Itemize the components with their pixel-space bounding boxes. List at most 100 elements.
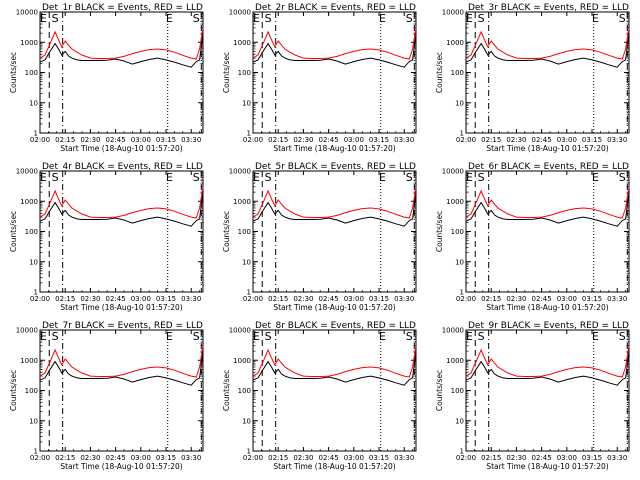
x-tick-label: 02:15: [55, 295, 75, 303]
x-tick-label: 02:15: [481, 136, 501, 144]
chart-panel-8: Det_8r BLACK = Events, RED = LLD 1 10 100 10…: [222, 321, 417, 471]
series-line-lld: [39, 27, 204, 60]
y-tick-label: 1000: [20, 198, 38, 206]
y-tick-label: 1: [34, 448, 38, 456]
x-tick-label: 02:00: [243, 295, 263, 303]
x-tick-label: 02:45: [106, 295, 126, 303]
chart-panel-3: Det_3r BLACK = Events, RED = LLD 1 10 100 10…: [435, 3, 630, 153]
y-tick-label: 10000: [229, 9, 251, 17]
x-tick-label: 03:15: [156, 454, 176, 462]
y-tick-label: 1000: [446, 357, 464, 365]
x-tick-label: 02:30: [80, 136, 100, 144]
chart-panel-9: Det_9r BLACK = Events, RED = LLD 1 10 100 10…: [435, 321, 630, 471]
x-axis-label: Start Time (18-Aug-10 01:57:20): [486, 462, 608, 471]
x-tick-label: 02:45: [319, 454, 339, 462]
flag-letter: E: [40, 330, 47, 343]
plot-frame: [465, 170, 630, 293]
plot-frame: [252, 329, 417, 452]
x-tick-label: 02:30: [293, 454, 313, 462]
x-tick-label: 03:00: [131, 136, 151, 144]
series-line-lld: [465, 345, 630, 378]
x-axis-label: Start Time (18-Aug-10 01:57:20): [273, 303, 395, 312]
y-axis-label: Counts/sec: [9, 52, 18, 93]
x-tick-label: 03:00: [557, 454, 577, 462]
flag-letter: S: [193, 171, 200, 184]
chart-panel-7: Det_7r BLACK = Events, RED = LLD 1 10 100 10…: [9, 321, 204, 471]
flag-letter: S: [406, 12, 413, 25]
y-tick-label: 10000: [442, 9, 464, 17]
x-tick-label: 02:15: [268, 295, 288, 303]
y-tick-label: 1: [34, 130, 38, 138]
flag-letter: S: [406, 171, 413, 184]
x-tick-label: 02:45: [319, 136, 339, 144]
x-tick-label: 02:30: [506, 454, 526, 462]
plot-frame: [39, 329, 204, 452]
y-tick-label: 10: [455, 417, 464, 425]
y-tick-label: 1: [247, 289, 251, 297]
x-tick-label: 02:00: [243, 454, 263, 462]
x-tick-label: 03:00: [557, 295, 577, 303]
y-tick-label: 100: [238, 69, 251, 77]
x-tick-label: 02:15: [55, 136, 75, 144]
chart-panel-4: Det_4r BLACK = Events, RED = LLD 1 10 100 10…: [9, 162, 204, 312]
y-tick-label: 10000: [442, 168, 464, 176]
x-tick-label: 02:00: [243, 136, 263, 144]
y-tick-label: 1: [34, 289, 38, 297]
x-tick-label: 03:30: [181, 454, 201, 462]
y-axis-label: Counts/sec: [435, 370, 444, 411]
series-line-events: [252, 351, 417, 386]
x-tick-label: 03:30: [394, 295, 414, 303]
chart-title: Det_9r BLACK = Events, RED = LLD: [468, 321, 629, 331]
y-tick-label: 10: [242, 258, 251, 266]
flag-letter: E: [466, 171, 473, 184]
x-axis-label: Start Time (18-Aug-10 01:57:20): [486, 303, 608, 312]
x-tick-label: 02:15: [268, 454, 288, 462]
flag-letter: S: [478, 12, 485, 25]
flag-letter: E: [166, 12, 173, 25]
y-tick-label: 1: [460, 448, 464, 456]
y-axis-label: Counts/sec: [435, 52, 444, 93]
x-tick-label: 02:15: [481, 295, 501, 303]
flag-letter: E: [466, 330, 473, 343]
series-line-lld: [39, 186, 204, 219]
x-axis-label: Start Time (18-Aug-10 01:57:20): [60, 144, 182, 153]
series-line-lld: [252, 186, 417, 219]
y-tick-label: 10: [455, 99, 464, 107]
y-tick-label: 1000: [20, 357, 38, 365]
flag-letter: E: [379, 171, 386, 184]
flag-letter: S: [619, 12, 626, 25]
y-tick-label: 10000: [16, 9, 38, 17]
flag-letter: S: [52, 12, 59, 25]
series-line-lld: [465, 186, 630, 219]
flag-letter: E: [166, 330, 173, 343]
series-line-events: [465, 351, 630, 386]
chart-title: Det_5r BLACK = Events, RED = LLD: [255, 162, 416, 172]
x-tick-label: 03:30: [607, 136, 627, 144]
flag-letter: S: [193, 330, 200, 343]
y-axis-label: Counts/sec: [222, 211, 231, 252]
x-tick-label: 03:30: [394, 454, 414, 462]
x-tick-label: 03:15: [582, 454, 602, 462]
x-tick-label: 03:00: [344, 295, 364, 303]
plot-frame: [39, 170, 204, 293]
y-tick-label: 100: [451, 387, 464, 395]
x-axis-label: Start Time (18-Aug-10 01:57:20): [60, 303, 182, 312]
y-tick-label: 1000: [446, 39, 464, 47]
y-tick-label: 10000: [16, 327, 38, 335]
x-tick-label: 03:00: [344, 136, 364, 144]
chart-panel-6: Det_6r BLACK = Events, RED = LLD 1 10 100 10…: [435, 162, 630, 312]
series-line-events: [252, 33, 417, 68]
y-tick-label: 10: [242, 99, 251, 107]
chart-title: Det_3r BLACK = Events, RED = LLD: [468, 3, 629, 13]
series-line-events: [465, 33, 630, 68]
flag-letter: E: [40, 171, 47, 184]
y-tick-label: 1000: [233, 198, 251, 206]
x-tick-label: 03:30: [607, 295, 627, 303]
y-tick-label: 1000: [233, 357, 251, 365]
flag-letter: S: [52, 171, 59, 184]
series-line-events: [465, 192, 630, 227]
x-tick-label: 02:15: [55, 454, 75, 462]
x-axis-label: Start Time (18-Aug-10 01:57:20): [60, 462, 182, 471]
x-tick-label: 02:00: [30, 295, 50, 303]
